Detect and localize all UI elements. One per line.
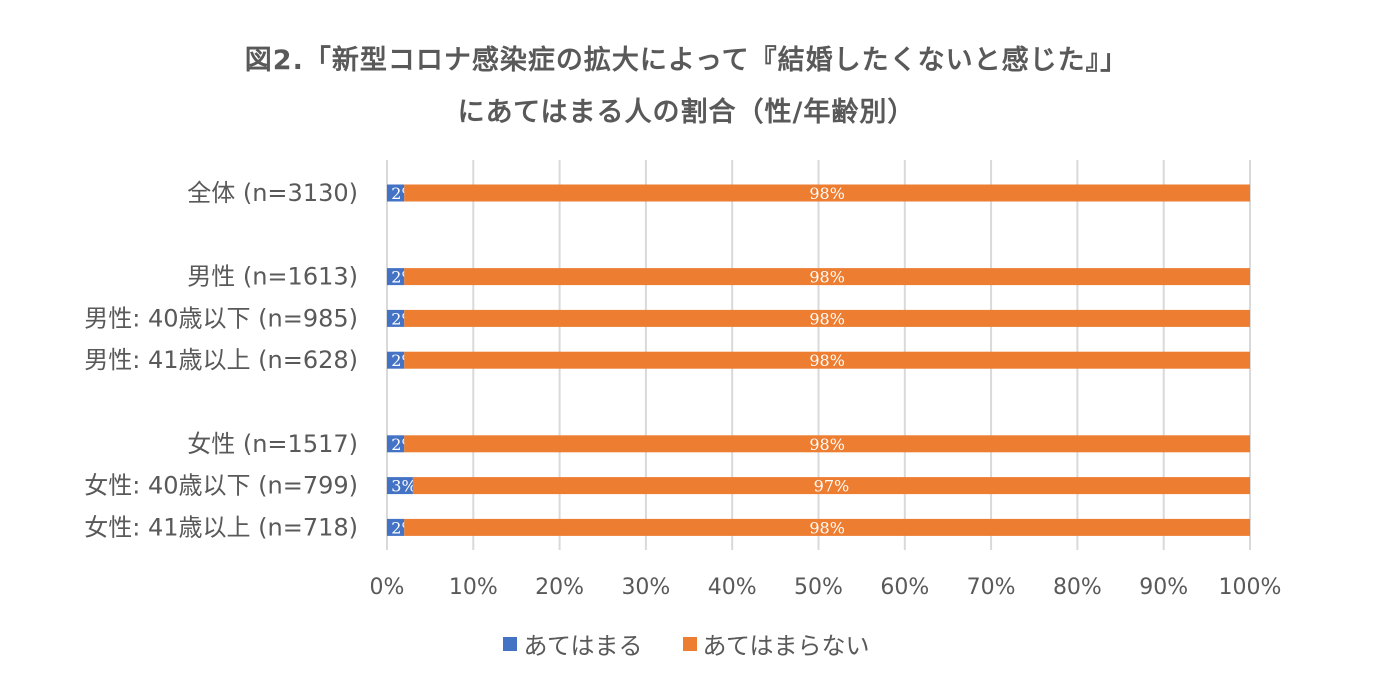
bar-segment-series2 — [404, 435, 1250, 453]
x-tick-label: 70% — [967, 575, 1016, 600]
bar-segment-series2 — [404, 268, 1250, 286]
category-label: 全体 (n=3130) — [187, 179, 358, 207]
category-label: 男性 (n=1613) — [187, 263, 358, 291]
data-label: 98% — [809, 184, 845, 203]
bar-segment-series1 — [387, 518, 405, 536]
x-tick-label: 60% — [880, 575, 929, 600]
category-label: 男性: 41歳以上 (n=628) — [84, 346, 358, 374]
chart-title-line1: 図2.「新型コロナ感染症の拡大によって『結婚したくないと感じた』」 — [244, 45, 1129, 76]
bar-segment-series1 — [387, 351, 405, 369]
x-tick-label: 100% — [1219, 575, 1282, 600]
legend-label-series1: あてはまる — [523, 632, 643, 660]
x-tick-label: 30% — [621, 575, 670, 600]
x-tick-label: 40% — [708, 575, 757, 600]
legend-label-series2: あてはまらない — [702, 632, 870, 660]
x-tick-label: 80% — [1053, 575, 1102, 600]
category-label: 女性: 41歳以上 (n=718) — [84, 513, 358, 541]
legend-swatch-series2 — [682, 636, 697, 651]
bar-segment-series1 — [387, 309, 405, 327]
data-label: 98% — [809, 351, 845, 370]
bar-segment-series1 — [387, 184, 405, 202]
bar-segment-series1 — [387, 268, 405, 286]
category-label: 女性 (n=1517) — [187, 430, 358, 458]
data-label: 98% — [809, 309, 845, 328]
data-label: 97% — [814, 477, 850, 496]
legend: あてはまる あてはまらない — [0, 626, 1373, 661]
bar-segment-series2 — [404, 518, 1250, 536]
bar-segment-series2 — [404, 184, 1250, 202]
category-label: 女性: 40歳以下 (n=799) — [84, 472, 358, 500]
legend-swatch-series1 — [503, 636, 518, 651]
data-label: 98% — [809, 518, 845, 537]
bar-segment-series1 — [387, 477, 413, 495]
bar-segment-series2 — [404, 351, 1250, 369]
data-label: 98% — [809, 435, 845, 454]
bar-segment-series2 — [404, 309, 1250, 327]
x-tick-label: 20% — [535, 575, 584, 600]
bar-segment-series2 — [412, 477, 1250, 495]
x-tick-label: 10% — [449, 575, 498, 600]
x-tick-label: 90% — [1139, 575, 1188, 600]
chart-title-line2: にあてはまる人の割合（性/年齢別） — [457, 97, 916, 128]
legend-item-series2: あてはまらない — [682, 626, 870, 661]
data-label: 98% — [809, 268, 845, 287]
category-label: 男性: 40歳以下 (n=985) — [84, 304, 358, 332]
bar-segment-series1 — [387, 435, 405, 453]
data-label: 3% — [391, 477, 416, 496]
legend-item-series1: あてはまる — [503, 626, 643, 661]
x-tick-label: 0% — [370, 575, 405, 600]
x-tick-label: 50% — [794, 575, 843, 600]
